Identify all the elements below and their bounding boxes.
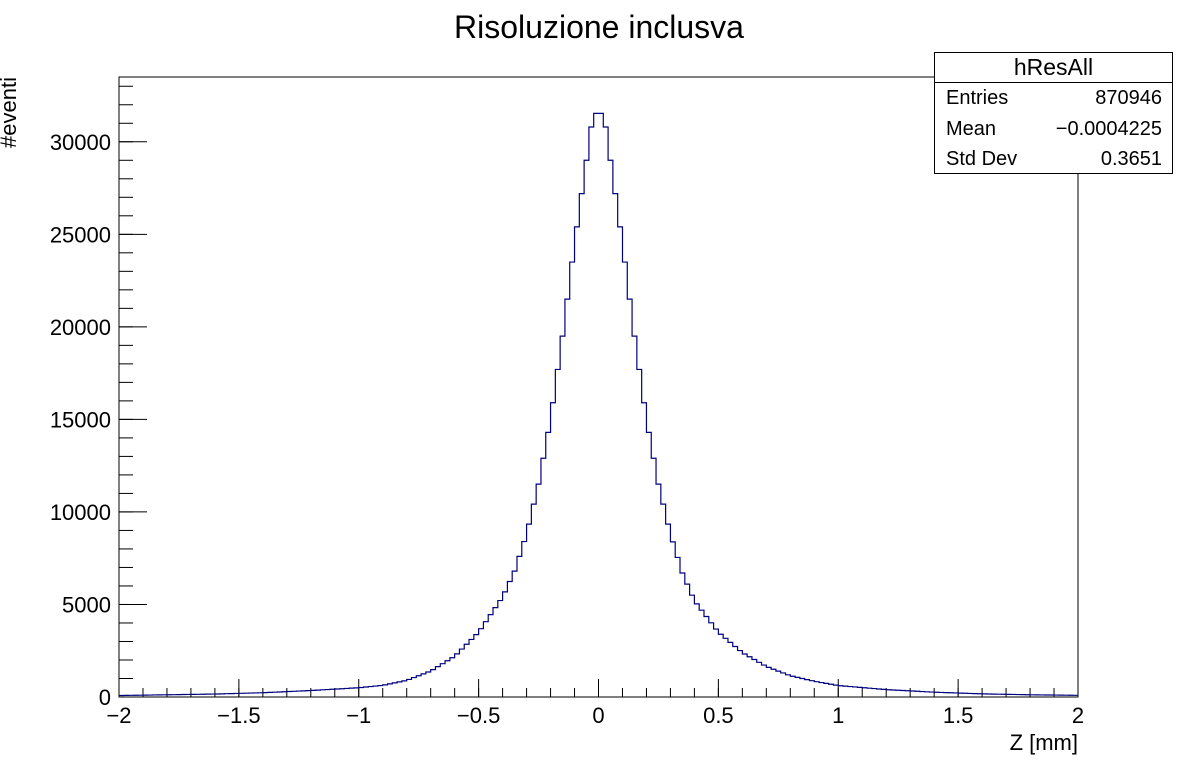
axis-ticks	[118, 85, 1079, 698]
stats-value: 0.3651	[1100, 148, 1162, 171]
x-tick-label: −1.5	[217, 703, 260, 728]
stats-row-mean: Mean −0.0004225	[935, 114, 1172, 145]
chart-title: Risoluzione inclusva	[454, 9, 744, 45]
y-tick-label: 10000	[50, 500, 111, 525]
stats-label: Entries	[946, 87, 1009, 109]
stats-title: hResAll	[935, 53, 1172, 83]
x-tick-label: −2	[106, 703, 131, 728]
x-tick-label: −0.5	[457, 703, 500, 728]
stats-value: 870946	[1095, 87, 1162, 109]
stats-row-stddev: Std Dev 0.3651	[935, 144, 1172, 175]
x-tick-labels: −2 −1.5 −1 −0.5 0 0.5 1 1.5 2	[106, 703, 1084, 728]
y-axis-label: #eventi	[0, 77, 21, 148]
y-tick-label: 30000	[50, 130, 111, 155]
x-axis-label: Z [mm]	[1010, 730, 1078, 755]
y-tick-label: 0	[99, 685, 111, 710]
stats-row-entries: Entries 870946	[935, 83, 1172, 114]
histogram-series	[119, 112, 1078, 697]
y-tick-label: 20000	[50, 315, 111, 340]
stats-value: −0.0004225	[1055, 117, 1162, 140]
stats-label: Mean	[946, 117, 997, 140]
y-tick-label: 25000	[50, 222, 111, 247]
y-tick-label: 5000	[62, 592, 111, 617]
x-tick-label: 0	[592, 703, 604, 728]
y-tick-labels: 0 5000 10000 15000 20000 25000 30000	[50, 130, 111, 710]
stats-label: Std Dev	[946, 148, 1018, 171]
stats-box: hResAll Entries 870946 Mean −0.0004225 S…	[934, 52, 1173, 174]
x-tick-label: 1	[832, 703, 844, 728]
x-tick-label: 2	[1072, 703, 1084, 728]
x-tick-label: −1	[346, 703, 371, 728]
y-tick-label: 15000	[50, 407, 111, 432]
x-tick-label: 1.5	[943, 703, 974, 728]
x-tick-label: 0.5	[703, 703, 734, 728]
